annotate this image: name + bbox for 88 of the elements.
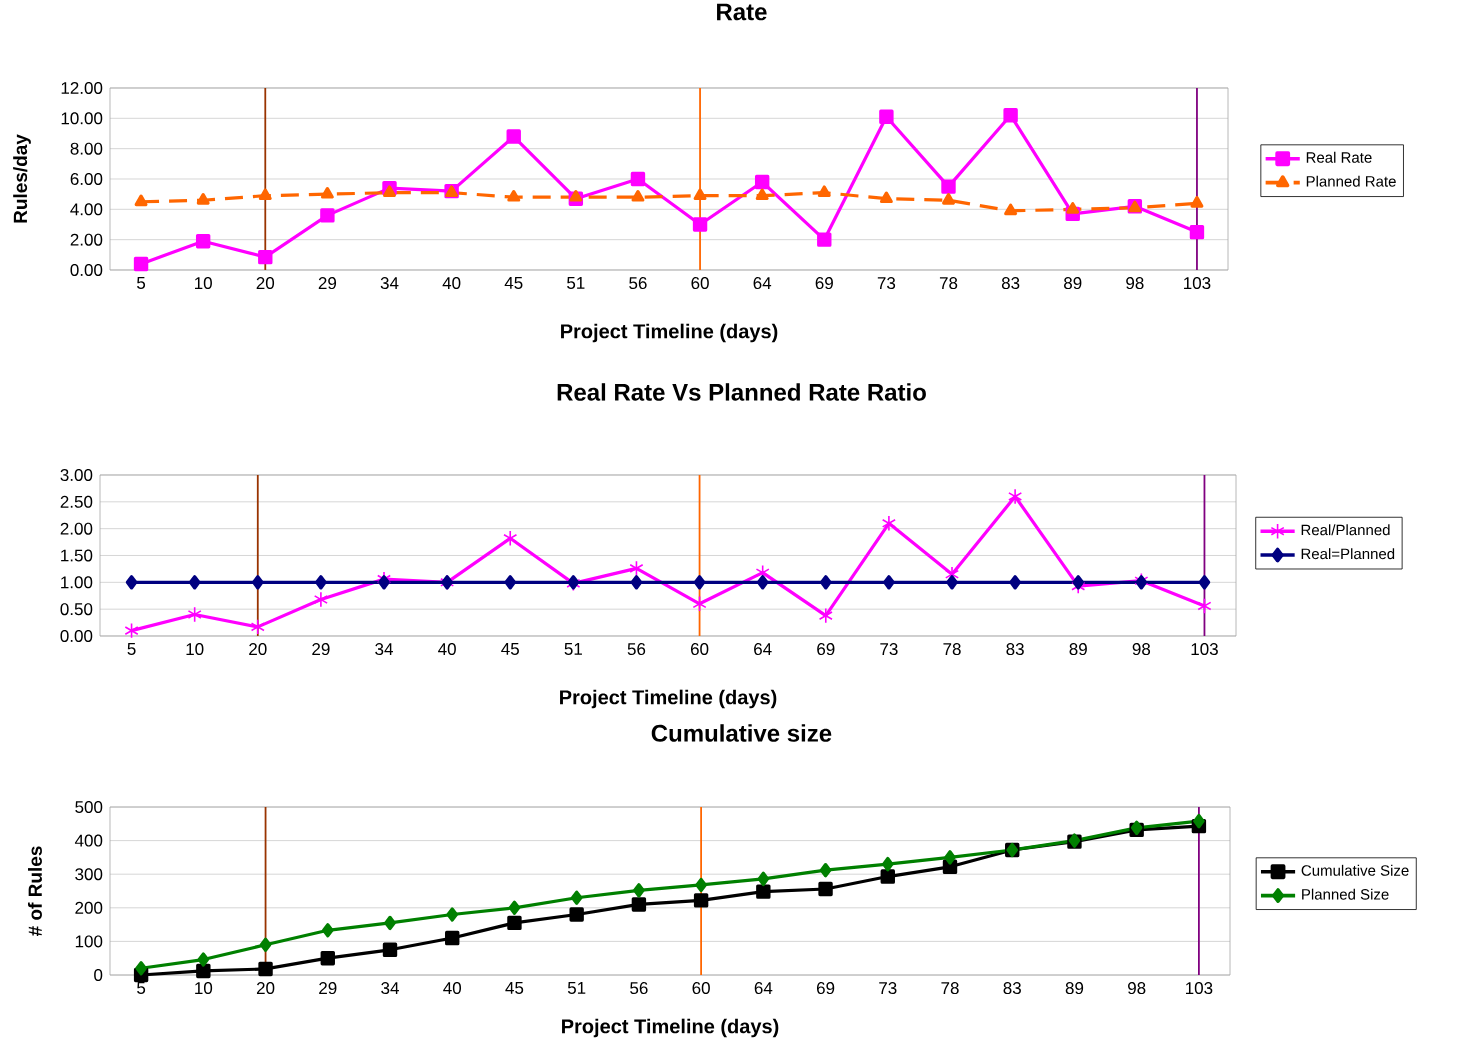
y-tick-label: 12.00: [61, 81, 103, 94]
y-axis-title: # of Rules: [27, 846, 42, 937]
y-tick-label: 10.00: [61, 112, 103, 125]
x-tick-label: 103: [1186, 982, 1213, 995]
x-tick-label: 78: [939, 277, 958, 290]
x-tick-label: 56: [629, 277, 647, 290]
x-tick-label: 83: [1006, 643, 1024, 656]
y-tick-label: 200: [75, 901, 103, 914]
x-tick-label: 60: [691, 277, 709, 290]
x-tick-label: 98: [1132, 643, 1151, 656]
y-axis-title: Rules/day: [13, 134, 31, 223]
legend-label: Planned Rate: [1306, 175, 1396, 187]
x-tick-label: 98: [1126, 277, 1144, 290]
x-tick-label: 51: [564, 643, 582, 655]
x-tick-label: 89: [1069, 643, 1087, 656]
legend-label: Real=Planned: [1301, 548, 1395, 560]
x-tick-label: 78: [941, 982, 959, 995]
y-tick-label: 1.00: [61, 576, 93, 589]
x-tick-label: 89: [1065, 982, 1084, 995]
x-tick-label: 73: [880, 643, 898, 656]
x-tick-label: 64: [754, 982, 773, 995]
chart-title: Cumulative size: [651, 724, 832, 742]
y-tick-label: 0.00: [70, 263, 103, 276]
x-tick-label: 45: [504, 277, 523, 289]
legend-label: Real/Planned: [1301, 524, 1390, 536]
y-tick-label: 300: [75, 868, 103, 881]
x-tick-label: 51: [567, 982, 586, 994]
legend-label: Planned Size: [1302, 888, 1389, 900]
y-tick-label: 3.00: [60, 468, 93, 481]
y-tick-label: 2.00: [70, 233, 103, 246]
x-tick-label: 45: [505, 982, 524, 994]
y-tick-label: 8.00: [70, 142, 103, 155]
x-axis-title: Project Timeline (days): [562, 1018, 779, 1038]
x-tick-label: 5: [137, 277, 146, 289]
x-tick-label: 45: [501, 643, 519, 655]
x-tick-label: 64: [753, 277, 772, 290]
x-tick-label: 40: [438, 643, 456, 656]
x-tick-label: 34: [375, 643, 393, 656]
x-tick-label: 20: [256, 982, 275, 995]
y-tick-label: 4.00: [70, 203, 103, 216]
x-axis-title: Project Timeline (days): [561, 323, 778, 343]
x-tick-label: 20: [256, 277, 275, 290]
x-tick-label: 10: [186, 643, 204, 656]
x-tick-label: 98: [1128, 982, 1146, 995]
x-tick-label: 69: [817, 643, 835, 656]
x-tick-label: 103: [1184, 277, 1211, 290]
x-tick-label: 51: [567, 277, 585, 289]
y-tick-label: 2.00: [60, 522, 93, 535]
x-tick-label: 10: [195, 277, 212, 290]
x-tick-label: 34: [381, 982, 399, 995]
x-tick-label: 40: [442, 277, 461, 290]
y-tick-label: 500: [75, 801, 103, 814]
x-tick-label: 5: [127, 643, 136, 655]
x-tick-label: 56: [627, 643, 646, 656]
x-tick-label: 89: [1064, 277, 1082, 290]
y-tick-label: 2.50: [60, 495, 93, 508]
x-tick-label: 29: [318, 277, 337, 290]
x-tick-label: 73: [879, 982, 897, 995]
y-tick-label: 0.00: [60, 629, 93, 642]
x-tick-label: 60: [692, 982, 710, 995]
y-tick-label: 400: [74, 834, 103, 847]
legend-label: Cumulative Size: [1301, 864, 1409, 876]
x-axis-title: Project Timeline (days): [560, 689, 777, 709]
x-tick-label: 69: [816, 982, 835, 995]
x-tick-label: 103: [1191, 643, 1218, 656]
x-tick-label: 56: [630, 982, 648, 995]
legend-label: Real Rate: [1306, 151, 1372, 163]
chart-title: Real Rate Vs Planned Rate Ratio: [557, 383, 926, 401]
y-tick-label: 100: [75, 935, 103, 948]
x-tick-label: 83: [1003, 982, 1021, 995]
x-tick-label: 69: [815, 277, 833, 290]
x-tick-label: 10: [195, 982, 213, 995]
x-tick-label: 20: [249, 643, 267, 656]
x-tick-label: 73: [877, 277, 896, 290]
x-tick-label: 40: [443, 982, 462, 995]
x-tick-label: 5: [137, 982, 146, 994]
y-tick-label: 1.50: [61, 549, 93, 562]
chart-title: Rate: [717, 3, 767, 21]
x-tick-label: 60: [690, 643, 709, 656]
x-tick-label: 78: [943, 643, 961, 656]
x-tick-label: 64: [754, 643, 772, 656]
y-tick-label: 0.50: [60, 603, 93, 616]
y-tick-label: 6.00: [70, 172, 103, 185]
x-tick-label: 83: [1001, 277, 1020, 290]
y-tick-label: 0: [94, 969, 103, 982]
x-tick-label: 34: [380, 277, 399, 290]
x-tick-label: 29: [312, 643, 330, 656]
x-tick-label: 29: [319, 982, 337, 995]
